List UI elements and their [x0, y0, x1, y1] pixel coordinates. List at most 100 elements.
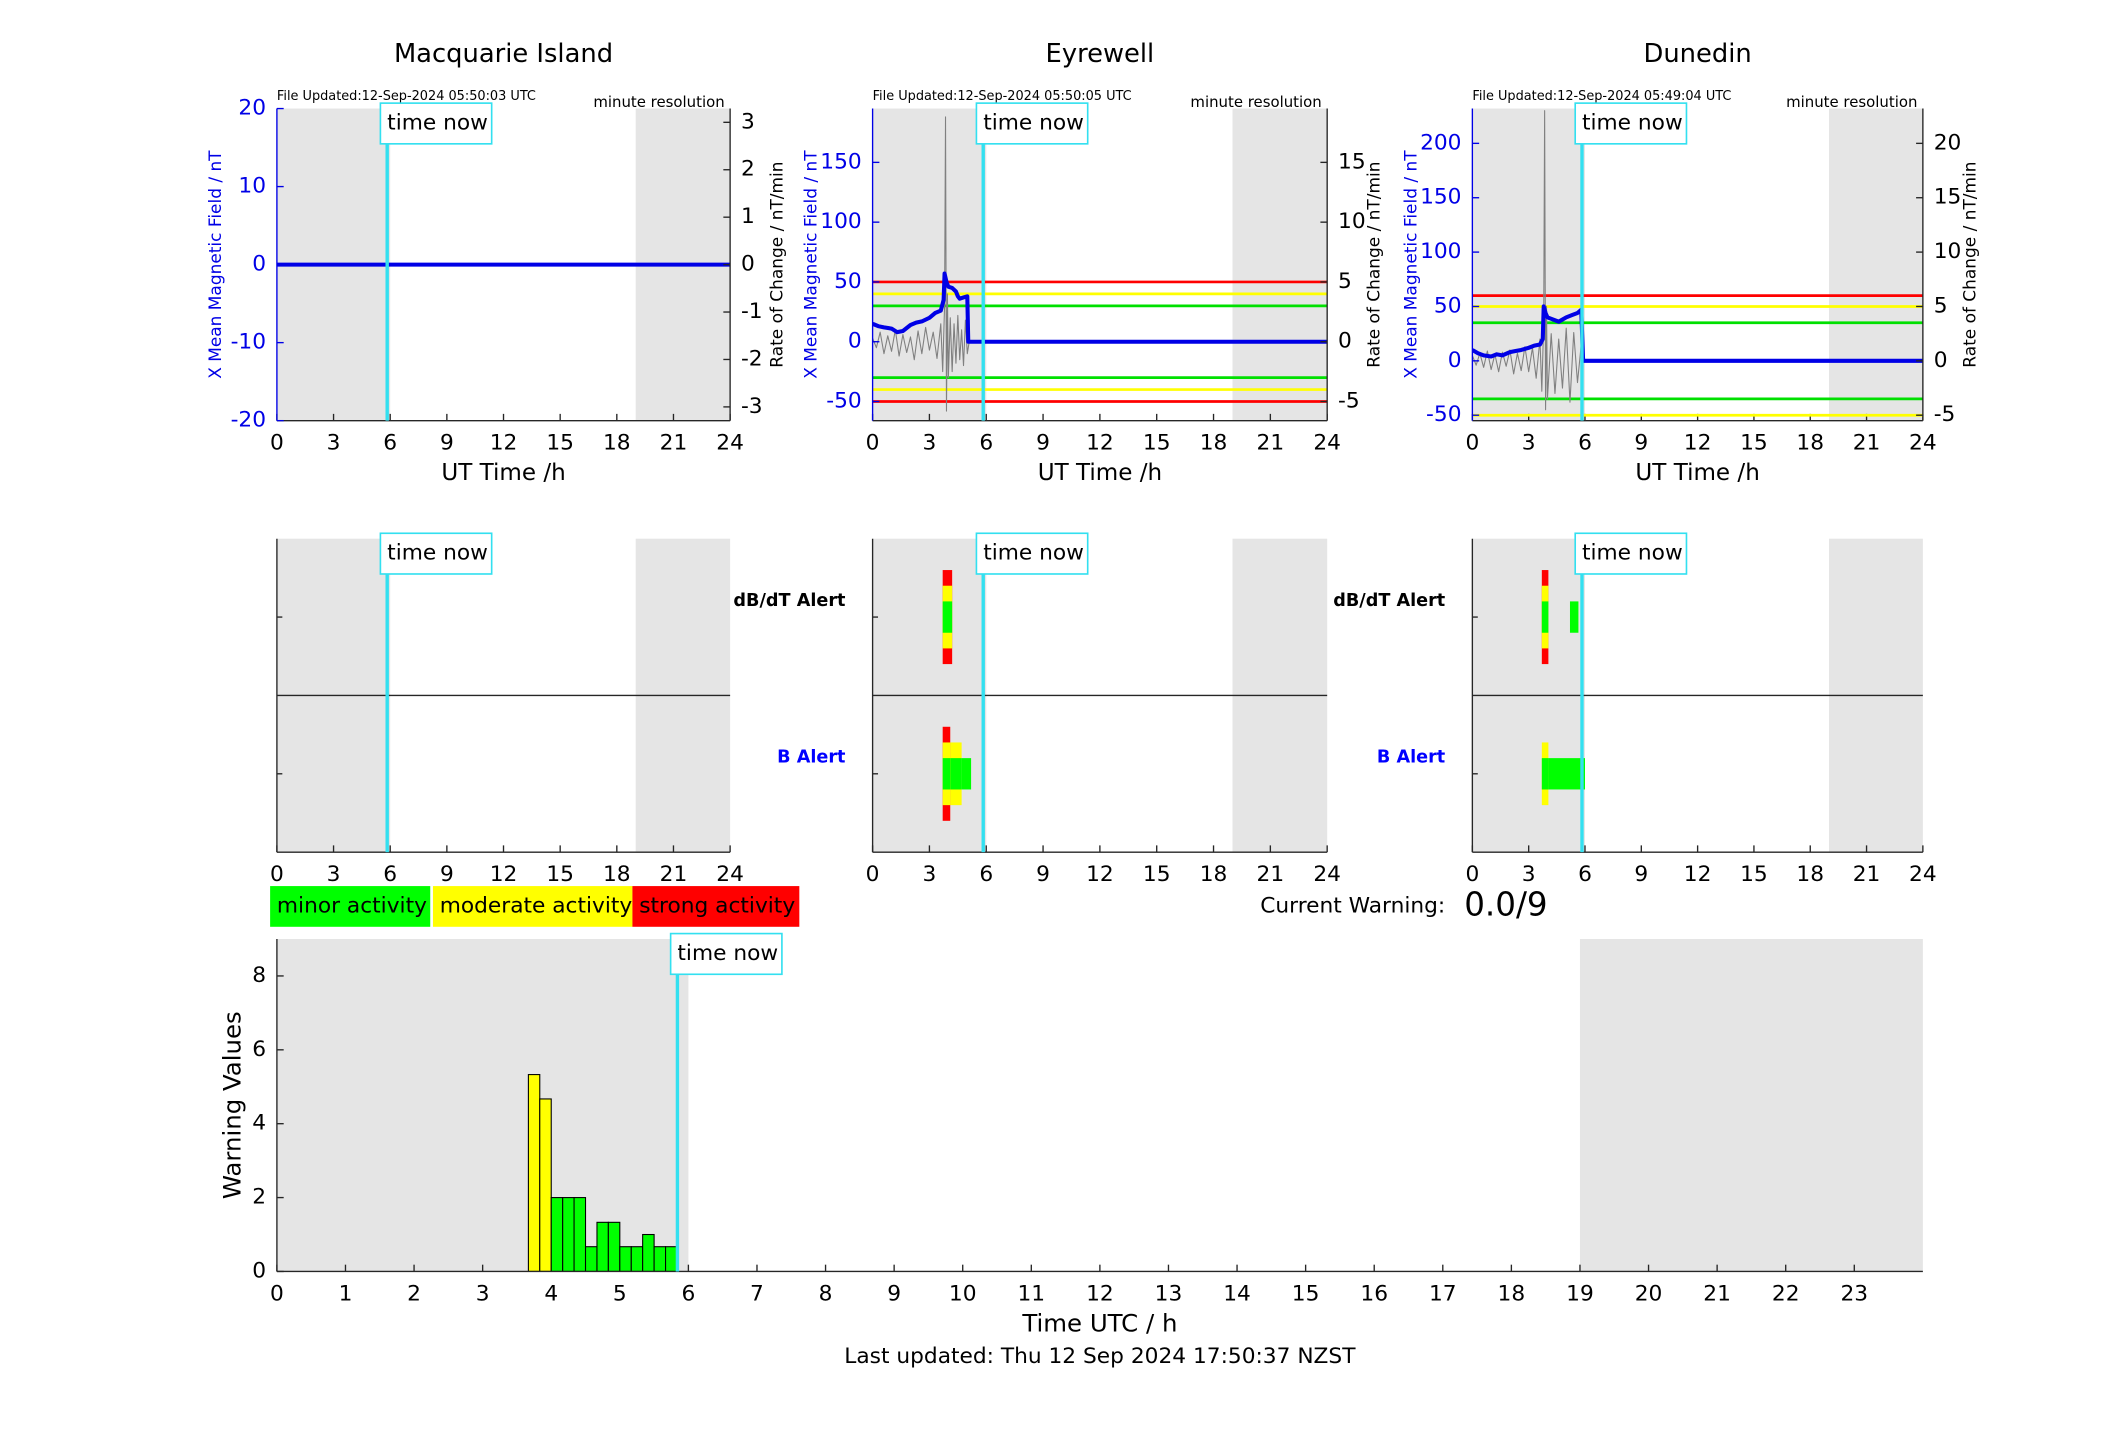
category-label: dB/dT Alert	[733, 591, 846, 611]
x-tick-label: 12	[1086, 431, 1114, 456]
x-tick-label: 9	[1634, 431, 1648, 456]
rate-line	[872, 116, 970, 412]
x-tick-label: 3	[1522, 862, 1536, 887]
x-tick-label: 18	[1200, 862, 1228, 887]
x-tick-label: 9	[440, 862, 454, 887]
x-tick-label: 18	[1498, 1282, 1526, 1307]
resolution: minute resolution	[1190, 93, 1321, 111]
night-shading	[1232, 108, 1328, 421]
x-tick-label: 21	[1703, 1282, 1731, 1307]
category-label: B Alert	[777, 748, 846, 768]
warning-bar	[596, 1221, 609, 1272]
time-now-box	[1574, 102, 1688, 145]
y2-tick-label: 0	[741, 252, 755, 277]
y2-tick-label: -2	[741, 346, 763, 371]
y-tick-label: -50	[826, 389, 861, 414]
y-tick-label: 10	[238, 174, 266, 199]
x-tick-label: 15	[546, 862, 574, 887]
y-tick-label: 0	[848, 329, 862, 354]
alert-segment	[1541, 601, 1549, 633]
y-tick-label: 0	[1448, 348, 1462, 373]
time-now-box	[379, 102, 493, 145]
y2-tick-label: 10	[1338, 209, 1366, 234]
time-now-box	[975, 102, 1089, 145]
x-tick-label: 0	[866, 431, 880, 456]
y-tick-label: 50	[1434, 293, 1462, 318]
time-now-box	[669, 932, 783, 976]
x-tick-label: 12	[490, 431, 518, 456]
x-axis-label: UT Time /h	[441, 460, 565, 486]
alert-segment	[1548, 758, 1585, 790]
x-tick-label: 21	[1853, 862, 1881, 887]
x-tick-label: 21	[1257, 431, 1285, 456]
time-now-label: time now	[387, 110, 488, 135]
warning-bar	[619, 1246, 632, 1272]
chart-title: Eyrewell	[1046, 39, 1155, 69]
rate-line	[1472, 110, 1584, 411]
x-tick-label: 24	[716, 862, 744, 887]
warning-bar	[573, 1197, 587, 1272]
x-tick-label: 9	[887, 1282, 901, 1307]
time-now-box	[1574, 532, 1688, 575]
y2-tick-label: 5	[1338, 269, 1352, 294]
x-tick-label: 3	[923, 431, 937, 456]
field-line	[1472, 304, 1923, 363]
x-axis-label: UT Time /h	[1635, 460, 1759, 486]
x-tick-label: 18	[1200, 431, 1228, 456]
current-warning-label: Current Warning:	[1260, 893, 1445, 918]
y2-tick-label: -5	[1934, 402, 1956, 427]
x-tick-label: 12	[490, 862, 518, 887]
x-tick-label: 7	[750, 1282, 764, 1307]
y-axis-label: X Mean Magnetic Field / nT	[1400, 150, 1420, 379]
x-tick-label: 15	[1740, 431, 1768, 456]
y2-axis-label: Rate of Change / nT/min	[767, 162, 787, 368]
alert-segment	[942, 601, 953, 633]
warning-bar	[562, 1197, 575, 1272]
x-tick-label: 9	[440, 431, 454, 456]
y2-tick-label: -3	[741, 394, 763, 419]
x-tick-label: 6	[681, 1282, 695, 1307]
alert-segment	[942, 758, 951, 790]
x-tick-label: 10	[949, 1282, 977, 1307]
night-shading	[1579, 939, 1923, 1272]
x-tick-label: 2	[407, 1282, 421, 1307]
y2-tick-label: 15	[1934, 185, 1962, 210]
x-tick-label: 9	[1634, 862, 1648, 887]
legend-swatch	[270, 886, 431, 927]
x-tick-label: 3	[327, 431, 341, 456]
x-tick-label: 15	[1292, 1282, 1320, 1307]
category-label: dB/dT Alert	[1333, 591, 1446, 611]
x-tick-label: 3	[1522, 431, 1536, 456]
y-tick-label: -20	[231, 408, 266, 433]
alert-segment	[950, 758, 962, 790]
x-tick-label: 13	[1155, 1282, 1183, 1307]
y2-tick-label: -5	[1338, 389, 1360, 414]
y-tick-label: 6	[252, 1037, 266, 1062]
y-tick-label: 100	[1420, 239, 1461, 264]
chart-title: Macquarie Island	[394, 39, 613, 69]
x-tick-label: 3	[923, 862, 937, 887]
y2-tick-label: 15	[1338, 149, 1366, 174]
time-now-label: time now	[1582, 541, 1683, 566]
time-now-label: time now	[983, 110, 1084, 135]
y-tick-label: 50	[834, 269, 862, 294]
file-updated: File Updated:12-Sep-2024 05:50:03 UTC	[277, 89, 536, 104]
x-tick-label: 6	[383, 431, 397, 456]
y2-tick-label: 5	[1934, 293, 1948, 318]
y-tick-label: 0	[252, 1258, 266, 1283]
legend-label: minor activity	[277, 893, 427, 918]
time-now-box	[975, 532, 1089, 575]
alert-segment	[1569, 601, 1579, 633]
x-tick-label: 6	[1578, 431, 1592, 456]
x-tick-label: 12	[1684, 862, 1712, 887]
x-tick-label: 1	[339, 1282, 353, 1307]
x-tick-label: 5	[613, 1282, 627, 1307]
chart-title: Dunedin	[1644, 39, 1752, 69]
x-tick-label: 14	[1223, 1282, 1251, 1307]
x-tick-label: 3	[476, 1282, 490, 1307]
x-tick-label: 15	[1143, 862, 1171, 887]
y-axis-label: X Mean Magnetic Field / nT	[801, 150, 821, 379]
legend-label: moderate activity	[440, 893, 633, 918]
x-tick-label: 18	[603, 862, 631, 887]
y2-tick-label: -1	[741, 299, 763, 324]
